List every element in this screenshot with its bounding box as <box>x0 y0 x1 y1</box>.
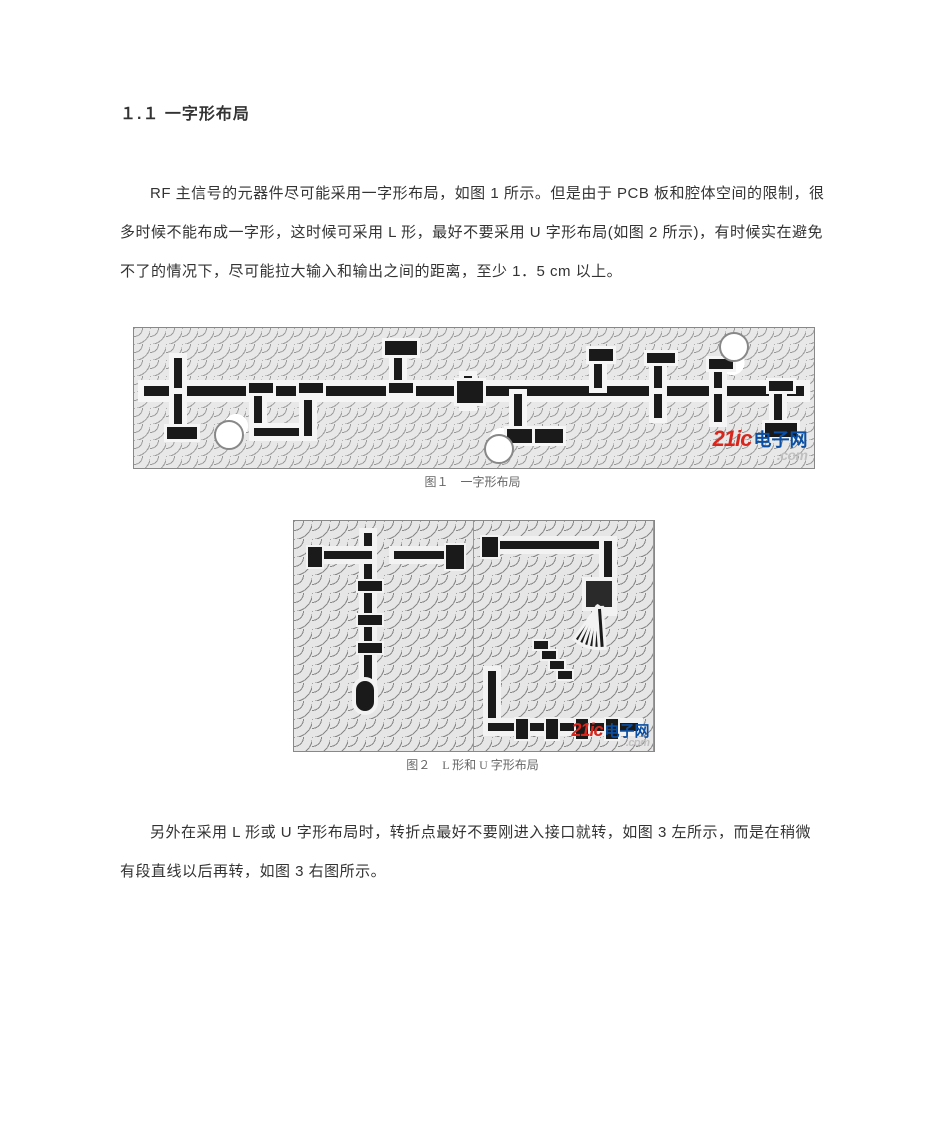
paragraph-2: 另外在采用 L 形或 U 字形布局时，转折点最好不要刚进入接口就转，如图 3 左… <box>120 813 825 891</box>
figure-2-image: 21ic电子网 .com <box>293 520 655 752</box>
watermark-brand: 21ic <box>713 428 752 450</box>
paragraph-1: RF 主信号的元器件尽可能采用一字形布局，如图 1 所示。但是由于 PCB 板和… <box>120 174 825 291</box>
figure-1-image: 21ic电子网 .com <box>133 327 815 469</box>
figure-2: 21ic电子网 .com 图２ L 形和 U 字形布局 <box>293 520 653 773</box>
watermark-com: .com <box>713 448 808 462</box>
figure-2-right-panel <box>474 521 654 751</box>
figure-1: 21ic电子网 .com 图１ 一字形布局 <box>133 327 813 490</box>
figure-2-caption: 图２ L 形和 U 字形布局 <box>293 756 653 773</box>
figure-1-caption: 图１ 一字形布局 <box>133 473 813 490</box>
document-body: １.１ 一字形布局 RF 主信号的元器件尽可能采用一字形布局，如图 1 所示。但… <box>0 0 945 987</box>
section-heading: １.１ 一字形布局 <box>120 100 825 124</box>
figure-2-left-panel <box>294 521 474 751</box>
